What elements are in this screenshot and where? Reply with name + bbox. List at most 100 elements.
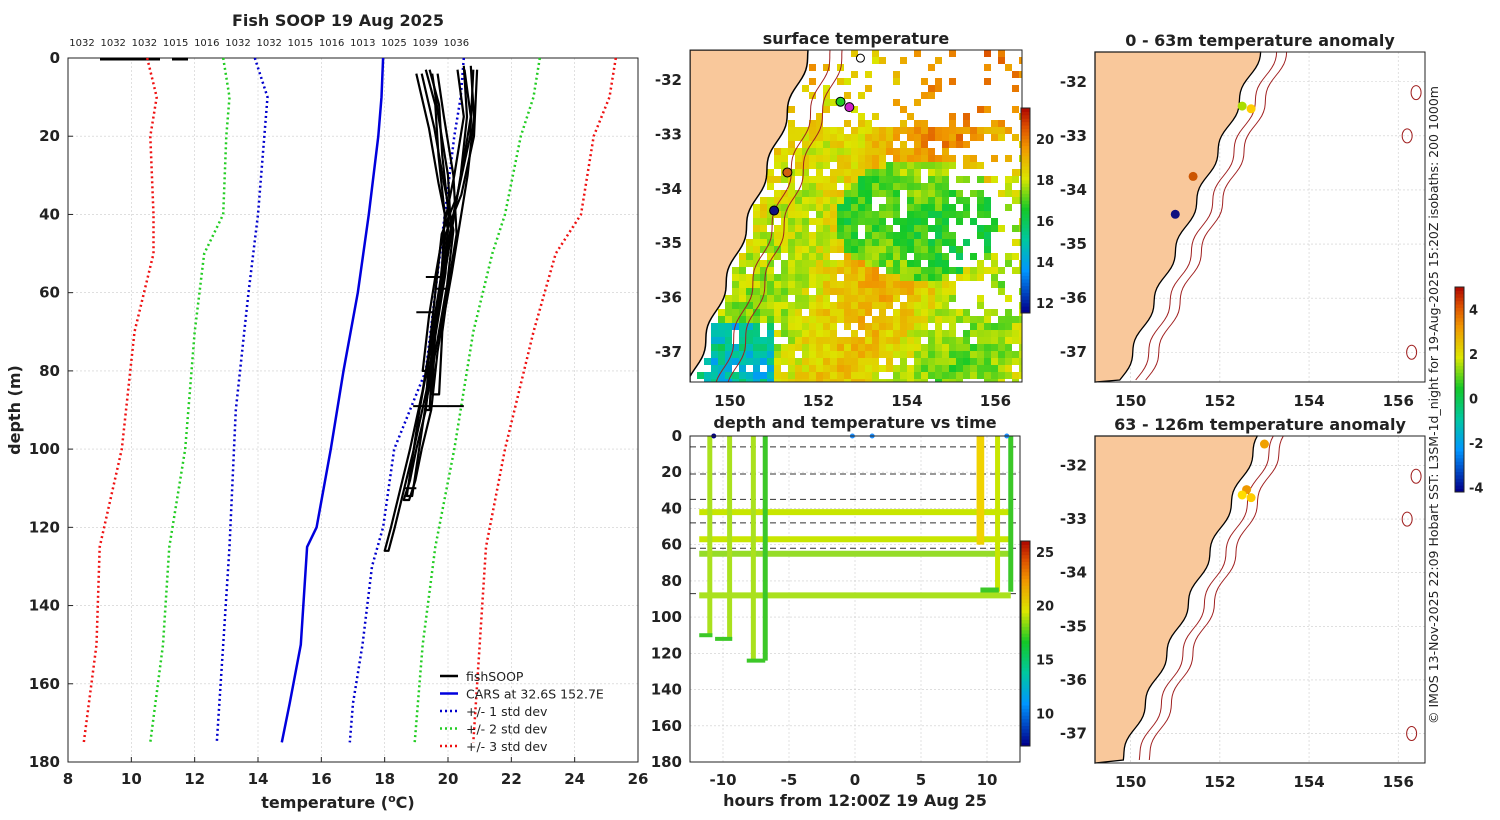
sst-cell [991, 267, 998, 274]
sst-cell [970, 267, 977, 274]
sst-cell [893, 323, 900, 330]
dt-x-tick-label: 5 [916, 771, 926, 789]
sst-cell [949, 323, 956, 330]
dt-colorbar-cell [1021, 711, 1030, 716]
sst-cell [1019, 316, 1022, 323]
sst-colorbar-label: 12 [1036, 297, 1054, 312]
sst-cell [816, 309, 823, 316]
sst-colorbar-cell [1021, 207, 1030, 211]
sst-cell [879, 155, 886, 162]
sst-cell [725, 309, 732, 316]
sst-cell [893, 169, 900, 176]
sst-cell [802, 85, 809, 92]
sst-cell [774, 309, 781, 316]
sst-cell [844, 190, 851, 197]
sst-cell [788, 148, 795, 155]
sst-cell [830, 183, 837, 190]
sst-cell [753, 330, 760, 337]
sst-cell [949, 78, 956, 85]
sst-cell [746, 309, 753, 316]
sst-cell [816, 113, 823, 120]
sst-cell [942, 316, 949, 323]
sst-cell [746, 379, 753, 382]
anom-colorbar-cell [1455, 437, 1464, 442]
anom-colorbar-cell [1455, 341, 1464, 346]
dt-colorbar-cell [1021, 588, 1030, 593]
y-tick-label: 60 [39, 284, 60, 302]
sst-cell [942, 225, 949, 232]
sst-cell [872, 169, 879, 176]
sst-cell [984, 253, 991, 260]
legend-entry: CARS at 32.6S 152.7E [466, 687, 604, 702]
dt-colorbar-frame [1020, 540, 1031, 747]
sst-cell [907, 274, 914, 281]
sst-cell [823, 239, 830, 246]
sst-cell [718, 337, 725, 344]
sst-cell [844, 134, 851, 141]
sst-cell [914, 358, 921, 365]
sst-cell [991, 274, 998, 281]
sst-cell [809, 78, 816, 85]
sst-cell [1005, 330, 1012, 337]
sst-cell [956, 365, 963, 372]
sst-cell [725, 337, 732, 344]
sst-cell [956, 218, 963, 225]
sst-cell [991, 358, 998, 365]
sst-cell [879, 337, 886, 344]
sst-colorbar-cell [1021, 114, 1030, 119]
sst-cell [900, 316, 907, 323]
sst-cell [900, 337, 907, 344]
sst-cell [830, 309, 837, 316]
sst-cell [907, 295, 914, 302]
y-tick-label: 20 [39, 127, 60, 145]
sst-cell [837, 358, 844, 365]
dt-colorbar-label: 20 [1036, 600, 1054, 615]
sst-cell [928, 365, 935, 372]
sst-cell [984, 50, 991, 57]
sst-cell [991, 225, 998, 232]
dt-x-tick-label: 0 [850, 771, 860, 789]
sst-colorbar-cell [1021, 166, 1030, 170]
sst-cell [872, 372, 879, 379]
anom1-y-tick-label: -35 [1060, 235, 1087, 253]
sst-cell [879, 253, 886, 260]
dt-colorbar-cell [1021, 544, 1030, 549]
sst-cell [823, 218, 830, 225]
sst-cell [851, 141, 858, 148]
sst-cell [991, 344, 998, 351]
sst-cell [851, 176, 858, 183]
sst-cell [886, 183, 893, 190]
sst-cell [725, 372, 732, 379]
dt-colorbar-cell [1021, 732, 1030, 737]
sst-cell [893, 260, 900, 267]
sst-cell [977, 358, 984, 365]
sst-cell [893, 295, 900, 302]
sst-colorbar-label: 20 [1036, 133, 1054, 148]
sst-cell [900, 351, 907, 358]
sst-cell [970, 344, 977, 351]
sst-colorbar-cell [1021, 234, 1030, 239]
sst-cell [851, 197, 858, 204]
sst-cell [914, 183, 921, 190]
anom-colorbar-cell [1455, 430, 1464, 435]
sst-cell [893, 316, 900, 323]
sst-cell [781, 358, 788, 365]
sst-cell [802, 127, 809, 134]
anom-colorbar-label: -4 [1469, 482, 1483, 497]
sst-cell [837, 288, 844, 295]
sst-y-tick-label: -32 [655, 71, 682, 89]
sst-cell [949, 309, 956, 316]
sst-cell [935, 358, 942, 365]
sst-cell [809, 155, 816, 162]
sst-cell [760, 372, 767, 379]
sst-cell [879, 239, 886, 246]
sst-cell [718, 316, 725, 323]
anom1-title: 0 - 63m temperature anomaly [1125, 31, 1395, 50]
sst-cell [809, 120, 816, 127]
sst-cell [900, 358, 907, 365]
sst-colorbar-cell [1021, 241, 1030, 246]
sst-cell [879, 365, 886, 372]
sst-cell [760, 316, 767, 323]
sst-cell [858, 176, 865, 183]
anom-colorbar-cell [1455, 365, 1464, 370]
